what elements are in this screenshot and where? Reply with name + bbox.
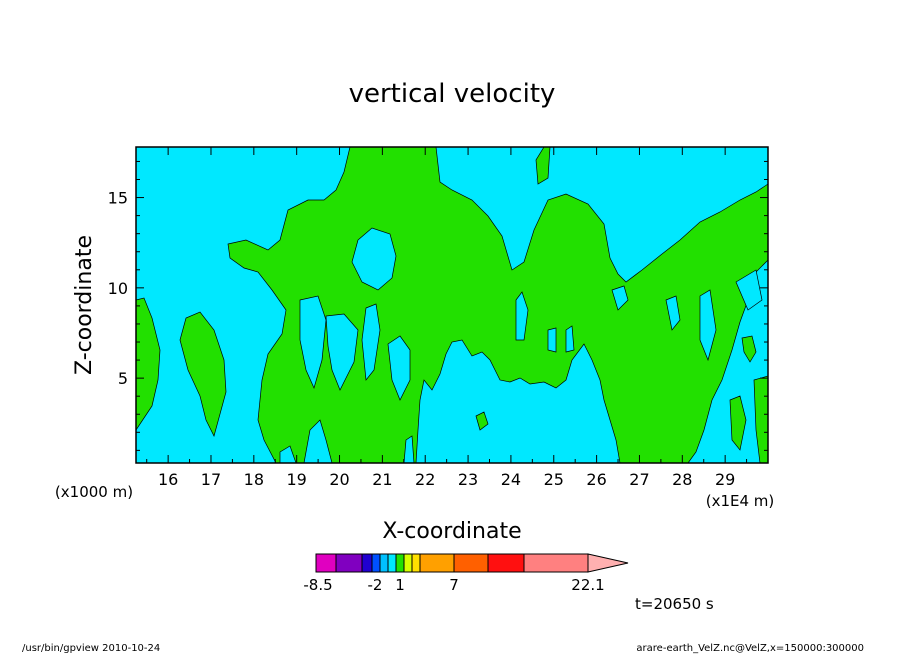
colorbar-segment bbox=[315, 553, 337, 573]
colorbar-tick-label: -8.5 bbox=[303, 576, 332, 594]
colorbar-segment bbox=[487, 553, 525, 573]
colorbar-tick-label: 22.1 bbox=[571, 576, 604, 594]
x-tick-label: 21 bbox=[372, 470, 392, 489]
x-tick-label: 23 bbox=[458, 470, 478, 489]
colorbar-tick-label: -2 bbox=[368, 576, 383, 594]
y-axis-label: Z-coordinate bbox=[72, 235, 97, 375]
colorbar-segment bbox=[335, 553, 363, 573]
colorbar-segment bbox=[411, 553, 421, 573]
footer-right: arare-earth_VelZ.nc@VelZ,x=150000:300000 bbox=[636, 643, 864, 654]
x-tick-label: 26 bbox=[586, 470, 606, 489]
x-tick-label: 16 bbox=[158, 470, 178, 489]
colorbar-extension-arrow bbox=[587, 553, 629, 573]
x-tick-label: 22 bbox=[415, 470, 435, 489]
colorbar-segment bbox=[419, 553, 455, 573]
x-tick-label: 20 bbox=[329, 470, 349, 489]
x-tick-label: 25 bbox=[544, 470, 564, 489]
footer-left: /usr/bin/gpview 2010-10-24 bbox=[22, 643, 160, 654]
x-tick-label: 17 bbox=[201, 470, 221, 489]
colorbar-segment bbox=[379, 553, 389, 573]
y-tick-label: 10 bbox=[108, 279, 128, 298]
x-tick-label: 29 bbox=[715, 470, 735, 489]
colorbar-segment bbox=[403, 553, 413, 573]
colorbar-segment bbox=[453, 553, 489, 573]
colorbar-tick-label: 7 bbox=[449, 576, 459, 594]
y-tick-label: 15 bbox=[108, 189, 128, 208]
y-tick-label: 5 bbox=[118, 369, 128, 388]
plot-frame bbox=[135, 146, 769, 464]
x-scale-label: (x1E4 m) bbox=[706, 492, 775, 510]
x-axis: 16 17 18 19 20 21 22 23 24 25 26 27 28 29 bbox=[146, 147, 748, 489]
x-offset-label: (x1000 m) bbox=[55, 483, 133, 501]
contour-fill-layer bbox=[136, 147, 768, 463]
chart-title: vertical velocity bbox=[349, 79, 556, 109]
colorbar-labels: -8.5 -2 1 7 22.1 bbox=[303, 576, 604, 594]
y-axis: 5 10 15 bbox=[108, 160, 768, 451]
colorbar-segment bbox=[395, 553, 405, 573]
x-axis-label: X-coordinate bbox=[382, 519, 521, 544]
colorbar-segment bbox=[387, 553, 397, 573]
updraft-region bbox=[136, 147, 768, 463]
colorbar-segment bbox=[523, 553, 589, 573]
x-tick-label: 19 bbox=[286, 470, 306, 489]
x-tick-label: 24 bbox=[501, 470, 521, 489]
downdraft-pockets bbox=[279, 227, 763, 463]
time-label: t=20650 s bbox=[635, 595, 714, 613]
colorbar-segment bbox=[361, 553, 373, 573]
x-tick-label: 27 bbox=[629, 470, 649, 489]
x-tick-label: 28 bbox=[672, 470, 692, 489]
x-tick-label: 18 bbox=[244, 470, 264, 489]
colorbar-tick-label: 1 bbox=[395, 576, 405, 594]
colorbar-segment bbox=[371, 553, 381, 573]
colorbar bbox=[315, 553, 629, 573]
